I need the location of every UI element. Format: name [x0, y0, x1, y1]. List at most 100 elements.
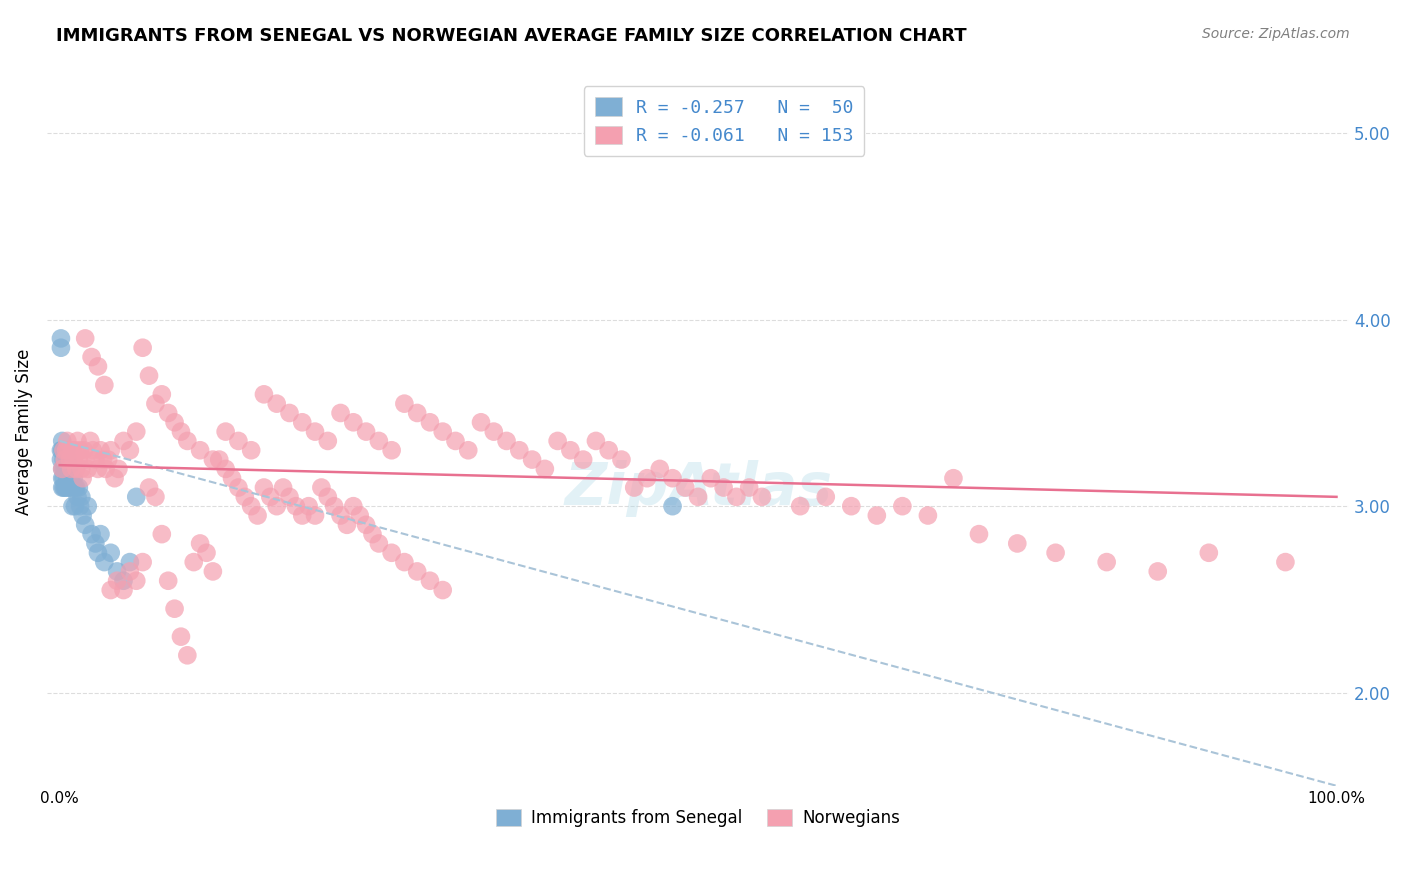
Norwegians — [131, 555, 153, 569]
Immigrants from Senegal — [66, 490, 89, 504]
Immigrants from Senegal — [84, 536, 107, 550]
Norwegians — [304, 508, 326, 523]
Immigrants from Senegal — [52, 462, 75, 476]
Text: ZipAtlas: ZipAtlas — [564, 459, 832, 516]
Norwegians — [432, 425, 454, 439]
Norwegians — [62, 452, 84, 467]
Immigrants from Senegal — [52, 471, 75, 485]
Norwegians — [240, 443, 263, 458]
Immigrants from Senegal — [51, 462, 73, 476]
Norwegians — [145, 490, 167, 504]
Norwegians — [284, 499, 307, 513]
Norwegians — [84, 452, 107, 467]
Immigrants from Senegal — [63, 499, 86, 513]
Norwegians — [253, 481, 276, 495]
Norwegians — [560, 443, 582, 458]
Immigrants from Senegal — [51, 434, 73, 448]
Immigrants from Senegal — [87, 546, 110, 560]
Norwegians — [751, 490, 773, 504]
Norwegians — [534, 462, 557, 476]
Immigrants from Senegal — [59, 462, 82, 476]
Norwegians — [228, 481, 250, 495]
Norwegians — [157, 574, 180, 588]
Norwegians — [195, 546, 218, 560]
Immigrants from Senegal — [80, 527, 103, 541]
Norwegians — [311, 481, 333, 495]
Norwegians — [82, 443, 104, 458]
Norwegians — [100, 443, 122, 458]
Norwegians — [291, 415, 314, 429]
Norwegians — [253, 387, 276, 401]
Norwegians — [814, 490, 837, 504]
Immigrants from Senegal — [62, 471, 84, 485]
Norwegians — [495, 434, 517, 448]
Norwegians — [118, 443, 141, 458]
Norwegians — [381, 443, 404, 458]
Norwegians — [246, 508, 269, 523]
Immigrants from Senegal — [76, 499, 98, 513]
Immigrants from Senegal — [49, 443, 72, 458]
Norwegians — [157, 406, 180, 420]
Norwegians — [176, 648, 198, 663]
Norwegians — [725, 490, 748, 504]
Norwegians — [291, 508, 314, 523]
Norwegians — [201, 565, 224, 579]
Norwegians — [1007, 536, 1029, 550]
Norwegians — [73, 443, 96, 458]
Immigrants from Senegal — [105, 565, 128, 579]
Norwegians — [738, 481, 761, 495]
Norwegians — [188, 536, 211, 550]
Immigrants from Senegal — [65, 481, 87, 495]
Immigrants from Senegal — [58, 462, 80, 476]
Norwegians — [342, 499, 364, 513]
Immigrants from Senegal — [125, 490, 148, 504]
Norwegians — [72, 471, 94, 485]
Norwegians — [170, 425, 193, 439]
Immigrants from Senegal — [51, 471, 73, 485]
Norwegians — [304, 425, 326, 439]
Norwegians — [87, 359, 110, 374]
Norwegians — [271, 481, 294, 495]
Immigrants from Senegal — [58, 481, 80, 495]
Norwegians — [839, 499, 862, 513]
Norwegians — [105, 574, 128, 588]
Norwegians — [145, 397, 167, 411]
Norwegians — [214, 425, 236, 439]
Norwegians — [891, 499, 914, 513]
Norwegians — [138, 481, 160, 495]
Norwegians — [419, 415, 441, 429]
Immigrants from Senegal — [100, 546, 122, 560]
Norwegians — [75, 452, 97, 467]
Immigrants from Senegal — [93, 555, 115, 569]
Norwegians — [700, 471, 723, 485]
Norwegians — [432, 583, 454, 598]
Norwegians — [394, 397, 416, 411]
Norwegians — [97, 452, 120, 467]
Immigrants from Senegal — [56, 452, 79, 467]
Immigrants from Senegal — [67, 481, 90, 495]
Immigrants from Senegal — [52, 481, 75, 495]
Norwegians — [163, 415, 186, 429]
Norwegians — [112, 583, 135, 598]
Norwegians — [547, 434, 569, 448]
Immigrants from Senegal — [69, 499, 91, 513]
Norwegians — [75, 331, 97, 345]
Immigrants from Senegal — [52, 452, 75, 467]
Norwegians — [336, 517, 359, 532]
Norwegians — [103, 471, 125, 485]
Norwegians — [1274, 555, 1296, 569]
Norwegians — [51, 462, 73, 476]
Norwegians — [572, 452, 595, 467]
Immigrants from Senegal — [70, 490, 93, 504]
Norwegians — [91, 452, 114, 467]
Norwegians — [482, 425, 505, 439]
Immigrants from Senegal — [661, 499, 683, 513]
Immigrants from Senegal — [49, 341, 72, 355]
Norwegians — [176, 434, 198, 448]
Norwegians — [214, 462, 236, 476]
Immigrants from Senegal — [51, 481, 73, 495]
Text: Source: ZipAtlas.com: Source: ZipAtlas.com — [1202, 27, 1350, 41]
Immigrants from Senegal — [55, 481, 77, 495]
Norwegians — [316, 434, 339, 448]
Norwegians — [183, 555, 205, 569]
